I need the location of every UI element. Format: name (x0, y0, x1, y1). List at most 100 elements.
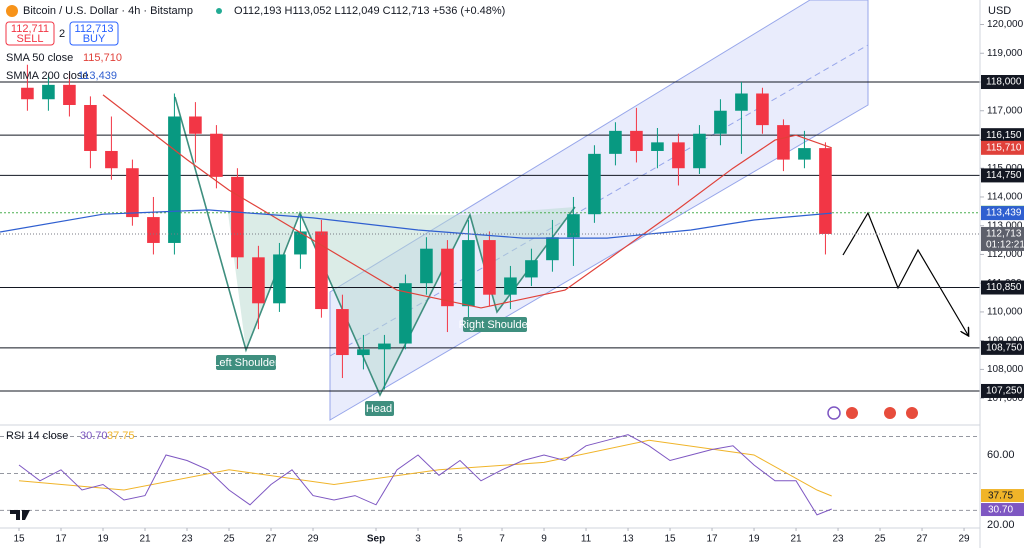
spread: 2 (59, 28, 65, 40)
level-label: 110,850 (986, 282, 1022, 293)
x-tick-label: 21 (139, 534, 151, 545)
rsi-tick-label: 20.00 (987, 519, 1015, 531)
rsi-ma-line (18, 439, 832, 497)
candle-body (336, 309, 349, 356)
x-tick-label: 17 (55, 534, 67, 545)
level-label: 116,150 (986, 130, 1022, 141)
buy-label: BUY (83, 33, 106, 45)
x-tick-label: 25 (874, 534, 886, 545)
chart-title: Bitcoin / U.S. Dollar · 4h · Bitstamp (23, 5, 193, 17)
candle-body (189, 116, 202, 134)
price-pane (0, 64, 980, 392)
candle-body (420, 248, 433, 284)
candle-body (168, 116, 181, 243)
price-label: 112,713 (986, 229, 1022, 240)
level-badge (981, 383, 1024, 398)
ma-badge (981, 206, 1024, 221)
x-tick-label: 23 (181, 534, 193, 545)
x-tick-label: 23 (832, 534, 844, 545)
candle-body (588, 153, 601, 215)
sma50-legend: SMA 50 close (6, 52, 73, 64)
y-tick-label: 108,000 (987, 364, 1024, 375)
y-tick-label: 114,000 (987, 192, 1023, 203)
event-icon[interactable] (906, 407, 918, 419)
x-tick-label: 5 (457, 534, 463, 545)
x-tick-label: 9 (541, 534, 547, 545)
level-badge (981, 128, 1024, 143)
level-label: 107,250 (986, 386, 1023, 397)
candle-body (483, 240, 496, 295)
candle-body (609, 130, 622, 154)
pattern-line (174, 96, 576, 397)
x-tick-label: 17 (706, 534, 718, 545)
right-shoulder-area (470, 207, 575, 312)
event-icon[interactable] (884, 407, 896, 419)
rsi-ma-badge-label: 37.75 (988, 491, 1013, 502)
y-tick-label: 115,000 (987, 163, 1023, 174)
x-tick-label: 27 (265, 534, 277, 545)
x-tick-label: 13 (622, 534, 634, 545)
candle-body (546, 237, 559, 261)
price-badges: 118,000 116,150 114,750 110,850 108,750 107,2… (981, 74, 1024, 517)
event-icon[interactable] (846, 407, 858, 419)
x-tick-label: 21 (790, 534, 802, 545)
candle-body (315, 231, 328, 310)
candle-body (63, 84, 76, 105)
sma50-value: 115,710 (83, 52, 122, 64)
candle-body (756, 93, 769, 126)
rsi-ma-value: 37.75 (107, 430, 135, 442)
sell-label: SELL (17, 33, 44, 45)
ma-line (102, 94, 832, 309)
candle-body (126, 168, 139, 218)
candle-body (462, 240, 475, 307)
level-label: 118,000 (986, 77, 1022, 88)
candle-body (210, 133, 223, 177)
candle-body (399, 283, 412, 344)
candle-body (714, 110, 727, 134)
candle-body (567, 214, 580, 238)
y-tick-label: 109,000 (987, 335, 1024, 346)
candle-body (147, 217, 160, 243)
ma-badge (981, 140, 1024, 155)
level-badge (981, 168, 1024, 183)
x-tick-label: 3 (415, 534, 421, 545)
level-badge (981, 340, 1024, 355)
level-label: 108,750 (986, 342, 1023, 353)
buy-button[interactable] (69, 21, 119, 46)
y-tick-label: 112,000 (987, 249, 1023, 260)
label-box (463, 317, 527, 332)
candle-body (252, 257, 265, 304)
sell-price: 112,711 (11, 23, 49, 35)
level-badge (981, 74, 1024, 89)
x-tick-label: 15 (13, 534, 25, 545)
pattern-label: Right Shoulder (459, 319, 532, 331)
label-box (216, 355, 276, 370)
smma200-legend: SMMA 200 close (6, 70, 89, 82)
projection (842, 211, 968, 335)
candle-body (651, 142, 664, 151)
label-box (365, 401, 394, 416)
rsi-badge-label: 30.70 (988, 505, 1013, 516)
ohlc: O112,193 H113,052 L112,049 C112,713 +536… (234, 5, 505, 17)
y-tick-label: 110,000 (987, 307, 1023, 318)
candle-body (273, 254, 286, 304)
status-dot (216, 8, 222, 14)
y-tick-label: 107,000 (987, 393, 1024, 404)
y-tick-label: 113,000 (987, 220, 1023, 231)
event-icon[interactable] (827, 406, 841, 420)
smma200-value: 113,439 (78, 70, 117, 82)
y-tick-label: 119,000 (987, 48, 1023, 59)
candle-body (630, 130, 643, 151)
x-tick-label: 15 (664, 534, 676, 545)
x-tick-label: 7 (499, 534, 505, 545)
x-tick-label: 29 (958, 534, 970, 545)
rsi-tick-label: 60.00 (987, 449, 1015, 461)
candle-body (798, 148, 811, 160)
candle-body (84, 104, 97, 151)
sell-button[interactable] (5, 21, 55, 46)
ma-label: 113,439 (986, 208, 1022, 219)
candle-body (504, 277, 517, 295)
candle-body (378, 343, 391, 350)
logo (10, 510, 30, 520)
